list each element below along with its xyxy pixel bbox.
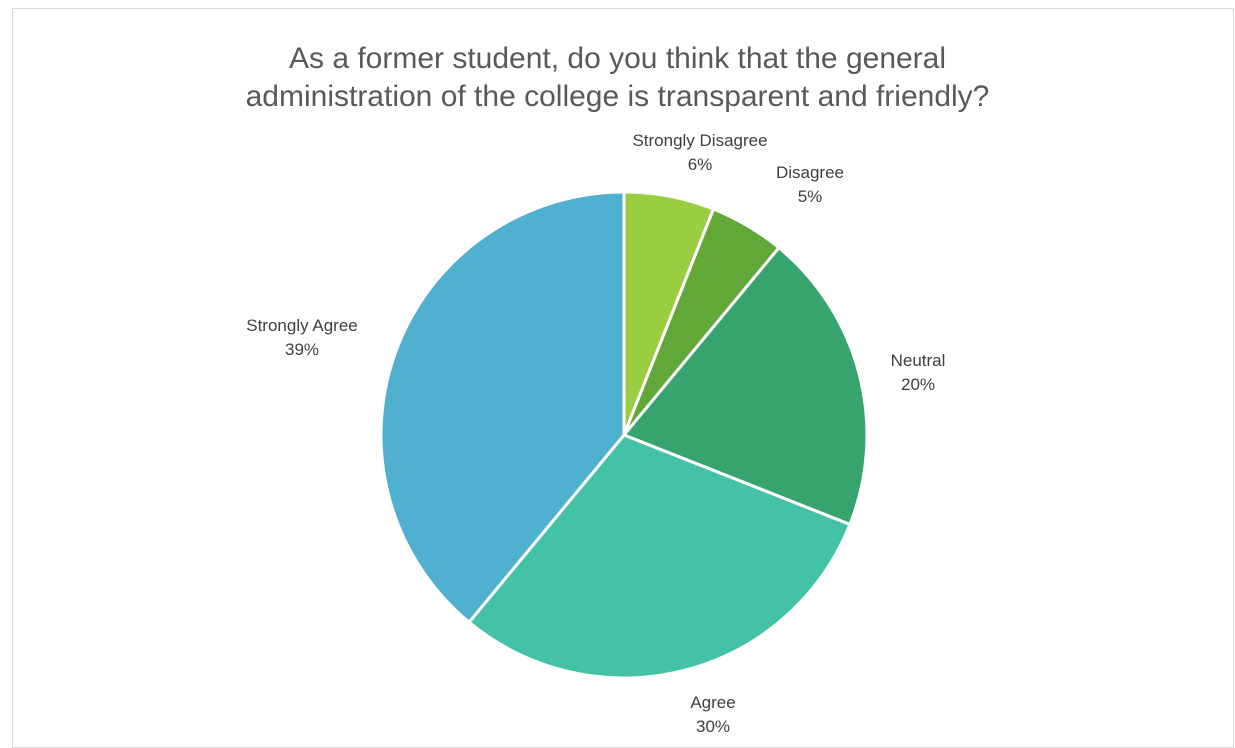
data-label-agree: Agree 30% — [690, 693, 735, 736]
data-label-percent: 5% — [798, 187, 823, 206]
chart-title-line-2: administration of the college is transpa… — [245, 80, 990, 113]
data-label-percent: 39% — [285, 340, 319, 359]
chart-title: As a former student, do you think that t… — [0, 40, 1235, 116]
data-label-category: Strongly Agree — [246, 316, 358, 335]
data-label-category: Strongly Disagree — [632, 131, 767, 150]
data-label-strongly-disagree: Strongly Disagree 6% — [632, 131, 767, 174]
data-label-neutral: Neutral 20% — [891, 351, 946, 394]
pie-slice-strongly-agree — [379, 190, 626, 624]
chart-title-line-1: As a former student, do you think that t… — [288, 42, 947, 75]
data-label-percent: 30% — [696, 717, 730, 736]
data-label-percent: 6% — [688, 155, 713, 174]
data-label-strongly-agree: Strongly Agree 39% — [246, 316, 358, 359]
data-label-disagree: Disagree 5% — [776, 163, 844, 206]
data-label-category: Neutral — [891, 351, 946, 370]
data-label-category: Disagree — [776, 163, 844, 182]
data-label-percent: 20% — [901, 375, 935, 394]
pie-slice-agree — [467, 433, 852, 680]
data-label-category: Agree — [690, 693, 735, 712]
pie-slice-neutral — [622, 246, 869, 526]
